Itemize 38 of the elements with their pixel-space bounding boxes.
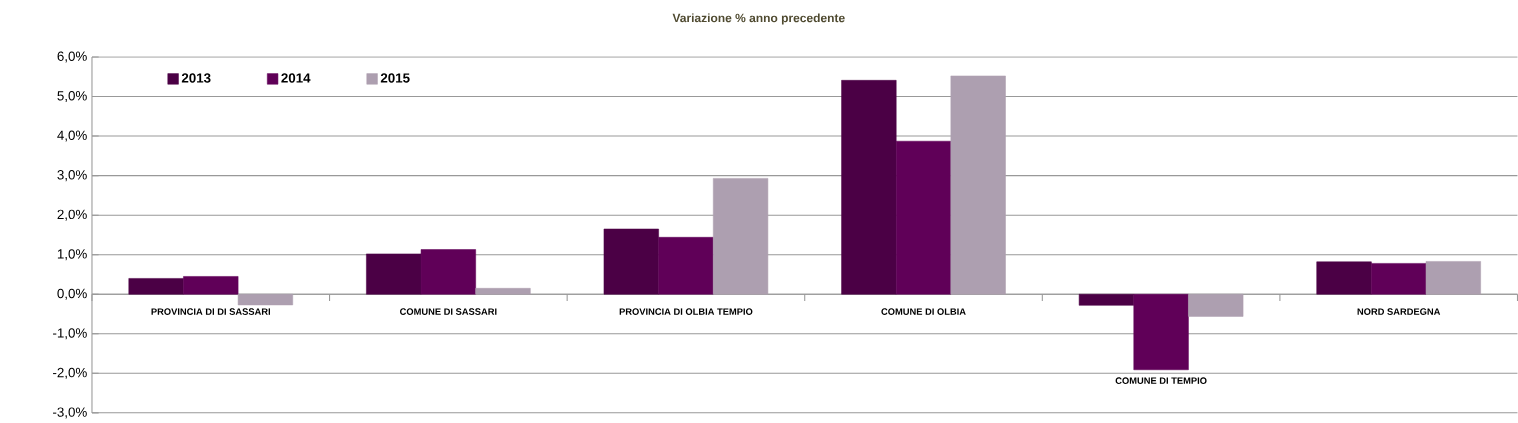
x-tick-label: PROVINCIA DI DI SASSARI [151, 308, 271, 315]
x-tick-label: COMUNE DI TEMPIO [1115, 377, 1207, 385]
x-tick-label: COMUNE DI OLBIA [881, 308, 966, 315]
legend-label: 2015 [380, 73, 410, 83]
bar [366, 253, 422, 295]
bar [237, 294, 294, 306]
bar [1425, 261, 1481, 295]
bar [128, 278, 184, 295]
bar [1078, 294, 1135, 306]
y-tick-label: 5,0% [57, 91, 87, 103]
chart-title: Variazione % anno precedente [672, 13, 845, 25]
y-tick-label: 0,0% [57, 288, 87, 300]
y-tick-label: -2,0% [53, 367, 87, 379]
bar [603, 228, 659, 295]
bar [183, 276, 239, 295]
bar [841, 80, 897, 295]
y-tick-label: 1,0% [57, 249, 87, 261]
bar [1316, 261, 1372, 295]
bar [658, 237, 714, 295]
legend-label: 2013 [181, 73, 211, 83]
legend-label: 2014 [281, 73, 311, 83]
bar [950, 75, 1006, 295]
y-tick-label: -1,0% [53, 328, 87, 340]
y-tick-label: 4,0% [57, 130, 87, 142]
bar [1133, 294, 1189, 371]
y-tick-label: 3,0% [57, 170, 87, 182]
y-tick-label: 2,0% [57, 209, 87, 221]
x-tick-label: PROVINCIA DI OLBIA TEMPIO [619, 308, 753, 315]
x-tick-label: COMUNE DI SASSARI [400, 308, 497, 315]
bar [712, 178, 769, 295]
bar [1371, 263, 1427, 295]
bar [895, 141, 952, 295]
bar [420, 249, 476, 295]
bar [1188, 294, 1244, 317]
x-tick-label: NORD SARDEGNA [1357, 308, 1441, 315]
bar [475, 288, 531, 295]
y-tick-label: -3,0% [53, 407, 87, 419]
y-tick-label: 6,0% [57, 51, 87, 63]
